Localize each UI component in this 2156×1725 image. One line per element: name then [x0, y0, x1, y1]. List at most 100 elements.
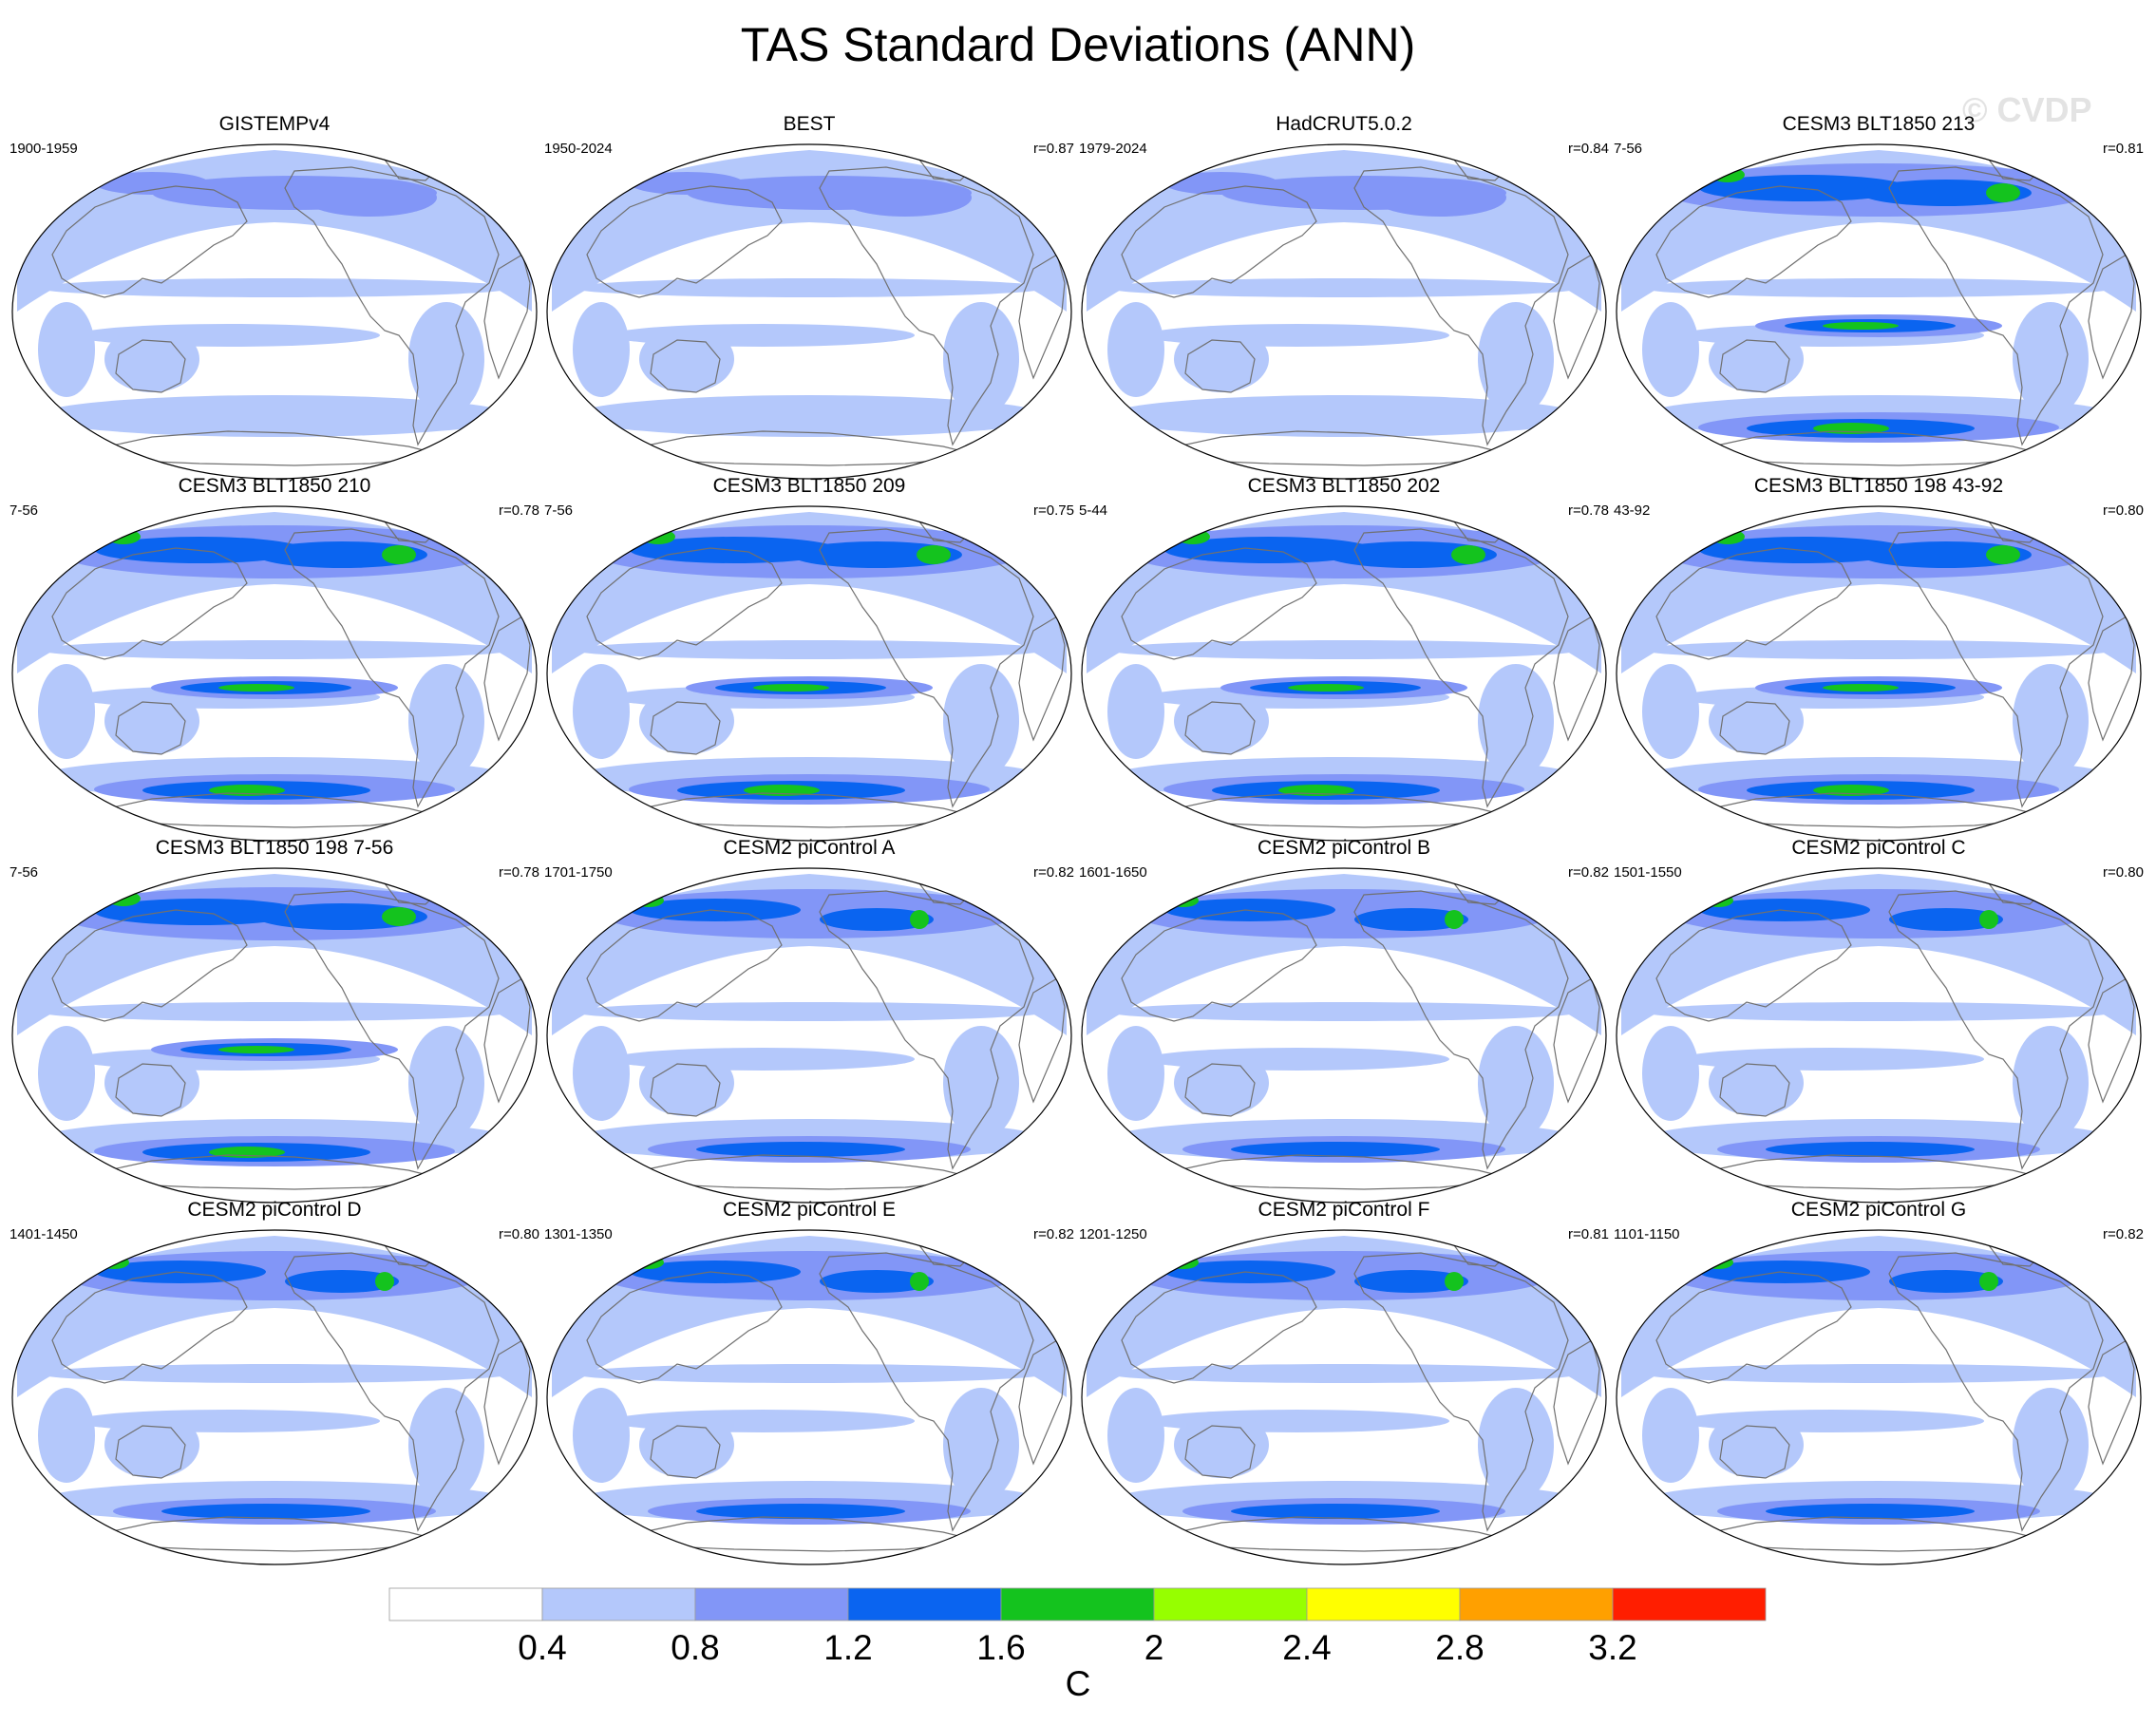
tas-stddev-map [1081, 505, 1607, 842]
stddev-contour [1106, 640, 1581, 659]
panel-correlation: r=0.82 [2103, 1226, 2144, 1242]
panel-title: CESM2 piControl B [1257, 837, 1431, 859]
tas-stddev-map [11, 1229, 538, 1565]
map-border [1616, 1229, 2142, 1565]
stddev-contour [1174, 688, 1269, 754]
map-panel: CESM2 piControl C 1501-1550 r=0.80 [1612, 836, 2146, 1206]
stddev-contour [1709, 326, 1804, 392]
map-panel: CESM2 piControl F 1201-1250 r=0.81 [1077, 1198, 1611, 1568]
coastline [1353, 166, 1569, 446]
colorbar-swatch [541, 1587, 696, 1621]
stddev-contour [408, 302, 484, 416]
colorbar-swatch [1612, 1587, 1767, 1621]
stddev-contour [572, 278, 1047, 297]
stddev-contour [696, 1142, 905, 1157]
coastline [115, 701, 186, 755]
stddev-contour [1766, 1142, 1975, 1157]
stddev-contour [218, 684, 294, 692]
coastline [586, 547, 783, 660]
stddev-contour [820, 1270, 934, 1293]
panel-period: 7-56 [9, 864, 39, 881]
stddev-contour [1107, 664, 1164, 759]
coastline [586, 1271, 783, 1384]
stddev-contour [1709, 688, 1804, 754]
colorbar-tick: 2 [1144, 1628, 1164, 1667]
coastline [51, 185, 248, 298]
stddev-contour [943, 302, 1019, 416]
coastline [2088, 1339, 2135, 1466]
panel-correlation: r=0.81 [1568, 1226, 1609, 1242]
coastline [2088, 254, 2135, 380]
coastline [1655, 185, 1852, 298]
coastline [51, 909, 248, 1022]
shading-layer [12, 506, 537, 841]
stddev-contour [573, 302, 630, 397]
stddev-contour [1703, 1256, 1733, 1269]
shading-layer [12, 1230, 537, 1564]
colorbar-swatch [847, 1587, 1002, 1621]
panel-correlation: r=0.80 [499, 1226, 539, 1242]
stddev-contour [104, 1050, 199, 1116]
stddev-contour [1889, 1270, 2003, 1293]
stddev-contour [408, 1388, 484, 1502]
coastline [819, 528, 1034, 808]
stddev-contour [1766, 1504, 1975, 1519]
stddev-contour [639, 1050, 734, 1116]
panel-title: CESM3 BLT1850 198 43-92 [1753, 475, 2004, 497]
coastline [284, 528, 500, 808]
panel-period: 1701-1750 [544, 864, 613, 881]
map-border [546, 143, 1072, 480]
coastline [1888, 890, 2104, 1170]
colorbar-swatch [1000, 1587, 1155, 1621]
stddev-contour [1107, 1388, 1164, 1483]
coastline [115, 339, 186, 393]
coastline [650, 1063, 721, 1117]
map-border [1616, 143, 2142, 480]
panel-period: 1301-1350 [544, 1226, 613, 1242]
stddev-contour [943, 1388, 1019, 1502]
colorbar-swatch [388, 1587, 543, 1621]
figure-title: TAS Standard Deviations (ANN) [740, 18, 1416, 71]
stddev-contour [753, 684, 829, 692]
stddev-contour [37, 278, 512, 297]
coastline [819, 890, 1034, 1170]
coastline [1184, 1063, 1256, 1117]
stddev-contour [218, 1046, 294, 1053]
tas-stddev-map [1616, 505, 2142, 842]
stddev-contour [37, 1364, 512, 1383]
stddev-contour [1231, 1504, 1440, 1519]
panel-title: BEST [783, 113, 836, 135]
shading-layer [1082, 1230, 1606, 1564]
colorbar-tick: 0.4 [518, 1628, 567, 1667]
colorbar-tick: 2.4 [1282, 1628, 1332, 1667]
coastline [483, 1339, 531, 1466]
map-border [1616, 505, 2142, 842]
stddev-contour [572, 395, 1047, 437]
stddev-contour [1642, 664, 1699, 759]
coastline [1655, 547, 1852, 660]
stddev-contour [161, 1504, 370, 1519]
stddev-contour [630, 172, 744, 195]
stddev-contour [572, 1364, 1047, 1383]
map-panel: HadCRUT5.0.2 1979-2024 r=0.84 [1077, 112, 1611, 483]
stddev-contour [104, 1412, 199, 1478]
stddev-contour [639, 1412, 734, 1478]
stddev-contour [1478, 1388, 1554, 1502]
stddev-contour [104, 326, 199, 392]
stddev-contour [1823, 322, 1899, 330]
stddev-contour [1174, 1412, 1269, 1478]
coastline [1353, 890, 1569, 1170]
coastline [1353, 528, 1569, 808]
stddev-contour [408, 1026, 484, 1140]
shading-layer [1617, 144, 2141, 479]
stddev-contour [1106, 1364, 1581, 1383]
panel-correlation: r=0.75 [1033, 502, 1074, 519]
stddev-contour [634, 894, 664, 907]
coastline [1184, 701, 1256, 755]
stddev-contour [1861, 541, 2032, 568]
stddev-contour [1326, 541, 1497, 568]
map-border [546, 505, 1072, 842]
panel-title: CESM3 BLT1850 210 [178, 475, 371, 497]
stddev-contour [1373, 179, 1506, 217]
map-border [11, 143, 538, 480]
